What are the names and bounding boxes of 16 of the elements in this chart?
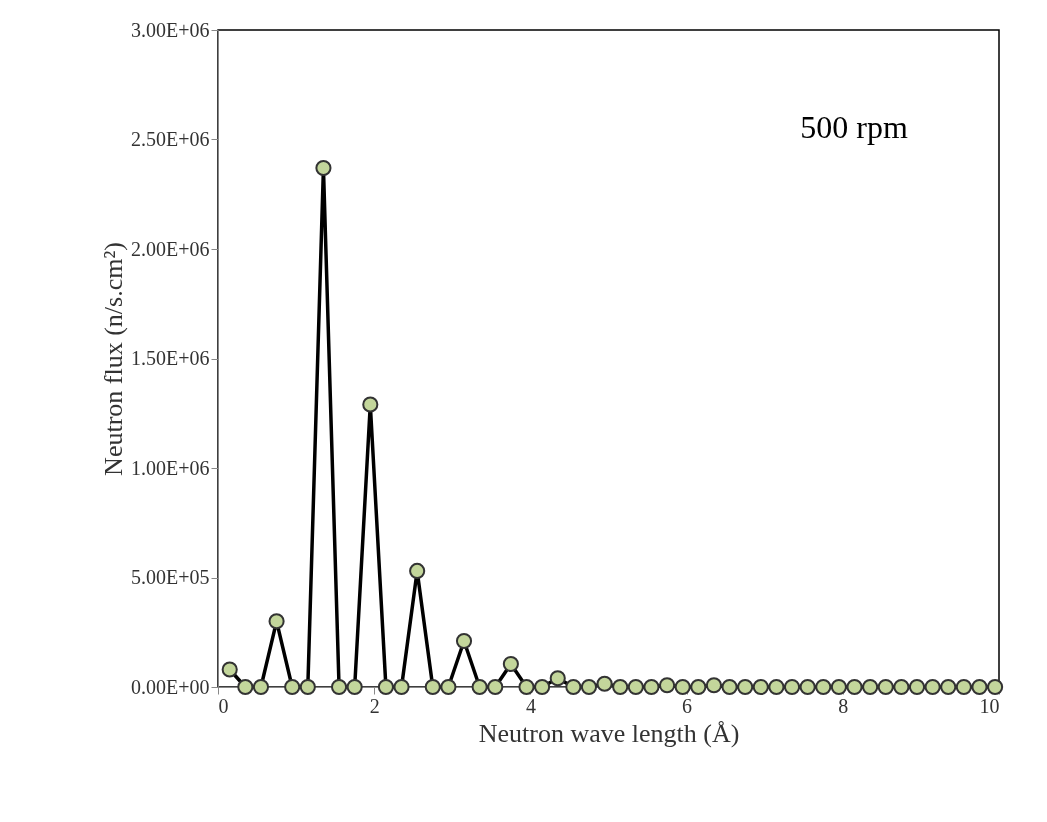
y-axis-title: Neutron flux (n/s.cm²) [99,242,128,476]
x-tick-label: 4 [525,694,536,717]
x-tick-label: 0 [218,694,229,717]
x-tick-label: 8 [838,694,849,717]
y-tick-label: 2.50E+06 [131,128,210,150]
y-tick-label: 3.00E+06 [131,18,210,41]
y-tick-label: 5.00E+05 [131,566,210,588]
x-tick-label: 2 [369,694,380,717]
x-tick-label: 6 [682,694,693,717]
y-tick-label: 0.00E+00 [131,675,210,698]
y-tick-label: 1.00E+06 [131,456,210,479]
x-axis-title: Neutron wave length (Å) [478,718,740,748]
y-tick-label: 1.50E+06 [131,347,210,369]
y-tick-label: 2.00E+06 [131,237,210,260]
x-tick-label: 10 [979,694,1000,717]
annotation: 500 rpm [800,109,908,145]
